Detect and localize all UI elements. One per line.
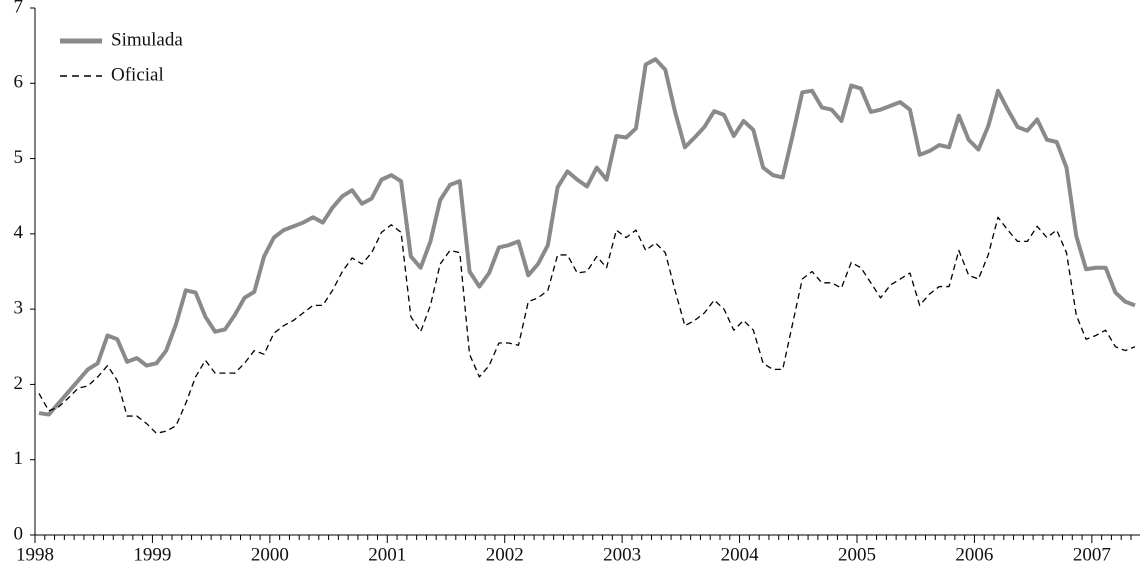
x-tick-label: 2006	[955, 544, 993, 565]
y-tick-label: 7	[14, 0, 24, 17]
y-tick-label: 2	[14, 373, 24, 394]
x-tick-label: 2007	[1073, 544, 1111, 565]
x-tick-label: 2005	[838, 544, 876, 565]
x-tick-label: 2001	[368, 544, 406, 565]
y-tick-label: 0	[14, 523, 24, 544]
x-tick-label: 2003	[603, 544, 641, 565]
x-tick-label: 2004	[721, 544, 760, 565]
x-tick-label: 1998	[16, 544, 54, 565]
y-tick-label: 6	[14, 72, 24, 93]
x-tick-label: 2002	[486, 544, 524, 565]
y-tick-label: 3	[14, 298, 24, 319]
legend-label: Simulada	[111, 29, 183, 50]
x-tick-label: 1999	[133, 544, 171, 565]
legend-label: Oficial	[111, 64, 164, 85]
x-tick-label: 2000	[251, 544, 289, 565]
y-tick-label: 4	[14, 222, 24, 243]
y-tick-label: 5	[14, 147, 24, 168]
series-line	[38, 57, 1136, 417]
series-line	[38, 216, 1136, 435]
y-tick-label: 1	[14, 448, 24, 469]
